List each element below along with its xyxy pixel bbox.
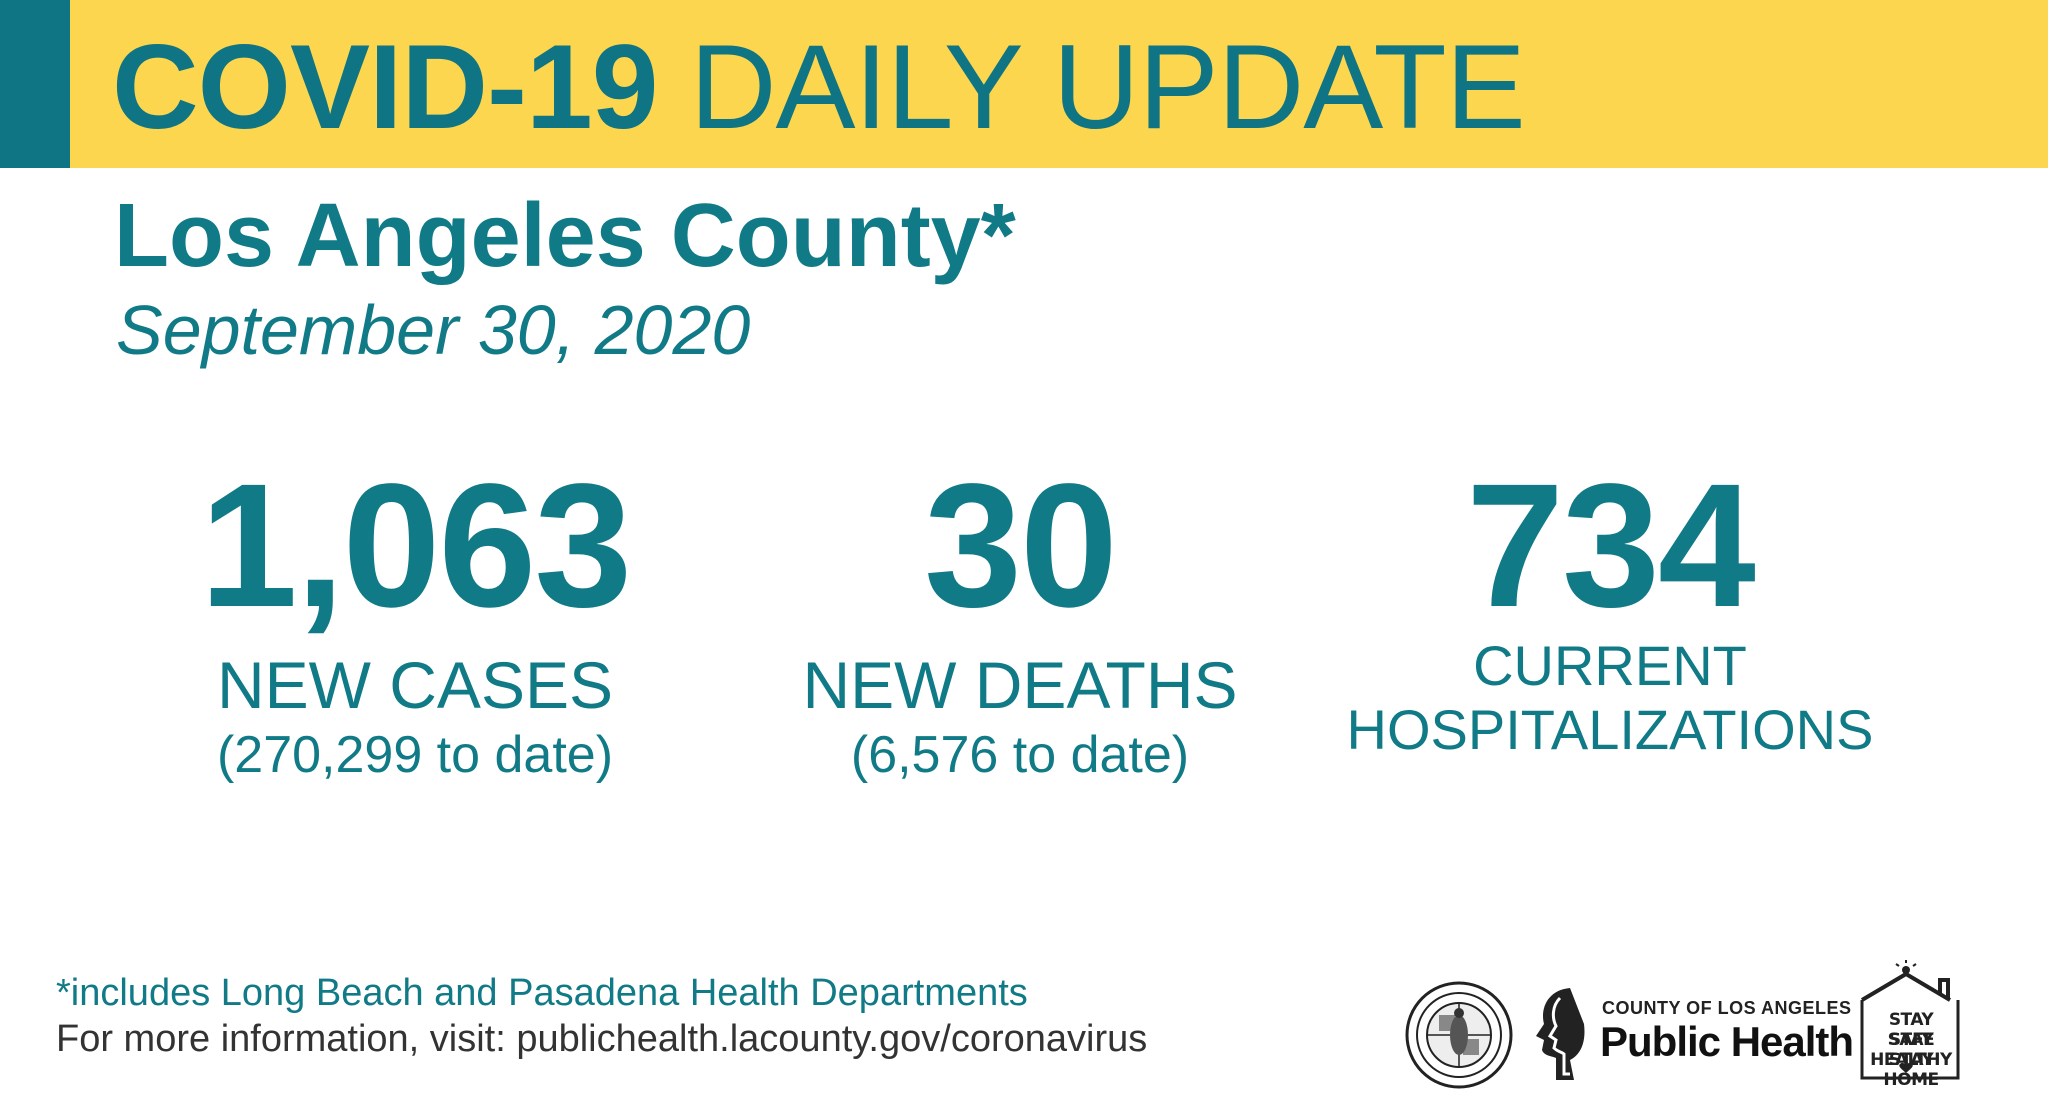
- stay-safe-text: STAY SAFE: [1887, 1010, 1935, 1050]
- stay-healthy-text: STAY HEALTHY: [1870, 1030, 1952, 1070]
- house-outline-icon: [1860, 960, 1960, 1080]
- ph-public-health-text: Public Health: [1600, 1018, 1854, 1065]
- public-health-logo: COUNTY OF LOS ANGELES Public Health: [1530, 984, 1854, 1084]
- page-title: COVID-19 DAILY UPDATE: [112, 20, 1526, 154]
- new-deaths-label: NEW DEATHS: [802, 648, 1238, 722]
- report-date: September 30, 2020: [116, 291, 751, 369]
- footnote: *includes Long Beach and Pasadena Health…: [56, 972, 1028, 1014]
- banner-accent-bar: [0, 0, 70, 168]
- stat-new-deaths: 30 NEW DEATHS (6,576 to date): [740, 458, 1300, 788]
- stat-hospitalizations: 734 CURRENT HOSPITALIZATIONS: [1320, 458, 1900, 762]
- hospitalizations-value: 734: [1466, 448, 1756, 644]
- new-cases-value: 1,063: [199, 448, 632, 644]
- county-seal-icon: [1405, 981, 1513, 1089]
- hospitalizations-label-line2: HOSPITALIZATIONS: [1346, 698, 1874, 761]
- title-covid: COVID-19: [112, 20, 658, 154]
- profiles-icon: [1536, 988, 1585, 1080]
- ph-county-text: COUNTY OF LOS ANGELES: [1602, 998, 1852, 1018]
- hospitalizations-label-line1: CURRENT: [1473, 634, 1747, 697]
- info-link[interactable]: For more information, visit: publichealt…: [56, 1018, 1148, 1060]
- deaths-to-date: (6,576 to date): [850, 726, 1190, 784]
- title-banner: COVID-19 DAILY UPDATE: [0, 0, 2048, 168]
- cases-to-date: (270,299 to date): [216, 726, 614, 784]
- new-cases-label: NEW CASES: [216, 648, 614, 722]
- stat-new-cases: 1,063 NEW CASES (270,299 to date): [150, 458, 680, 788]
- county-heading: Los Angeles County*: [114, 186, 1016, 286]
- stay-home-text: STAY HOME: [1883, 1050, 1939, 1090]
- new-deaths-value: 30: [924, 448, 1118, 644]
- title-daily-update: DAILY UPDATE: [689, 20, 1526, 154]
- stay-safe-logo: STAY SAFE STAY HEALTHY STAY HOME: [1856, 960, 1966, 1090]
